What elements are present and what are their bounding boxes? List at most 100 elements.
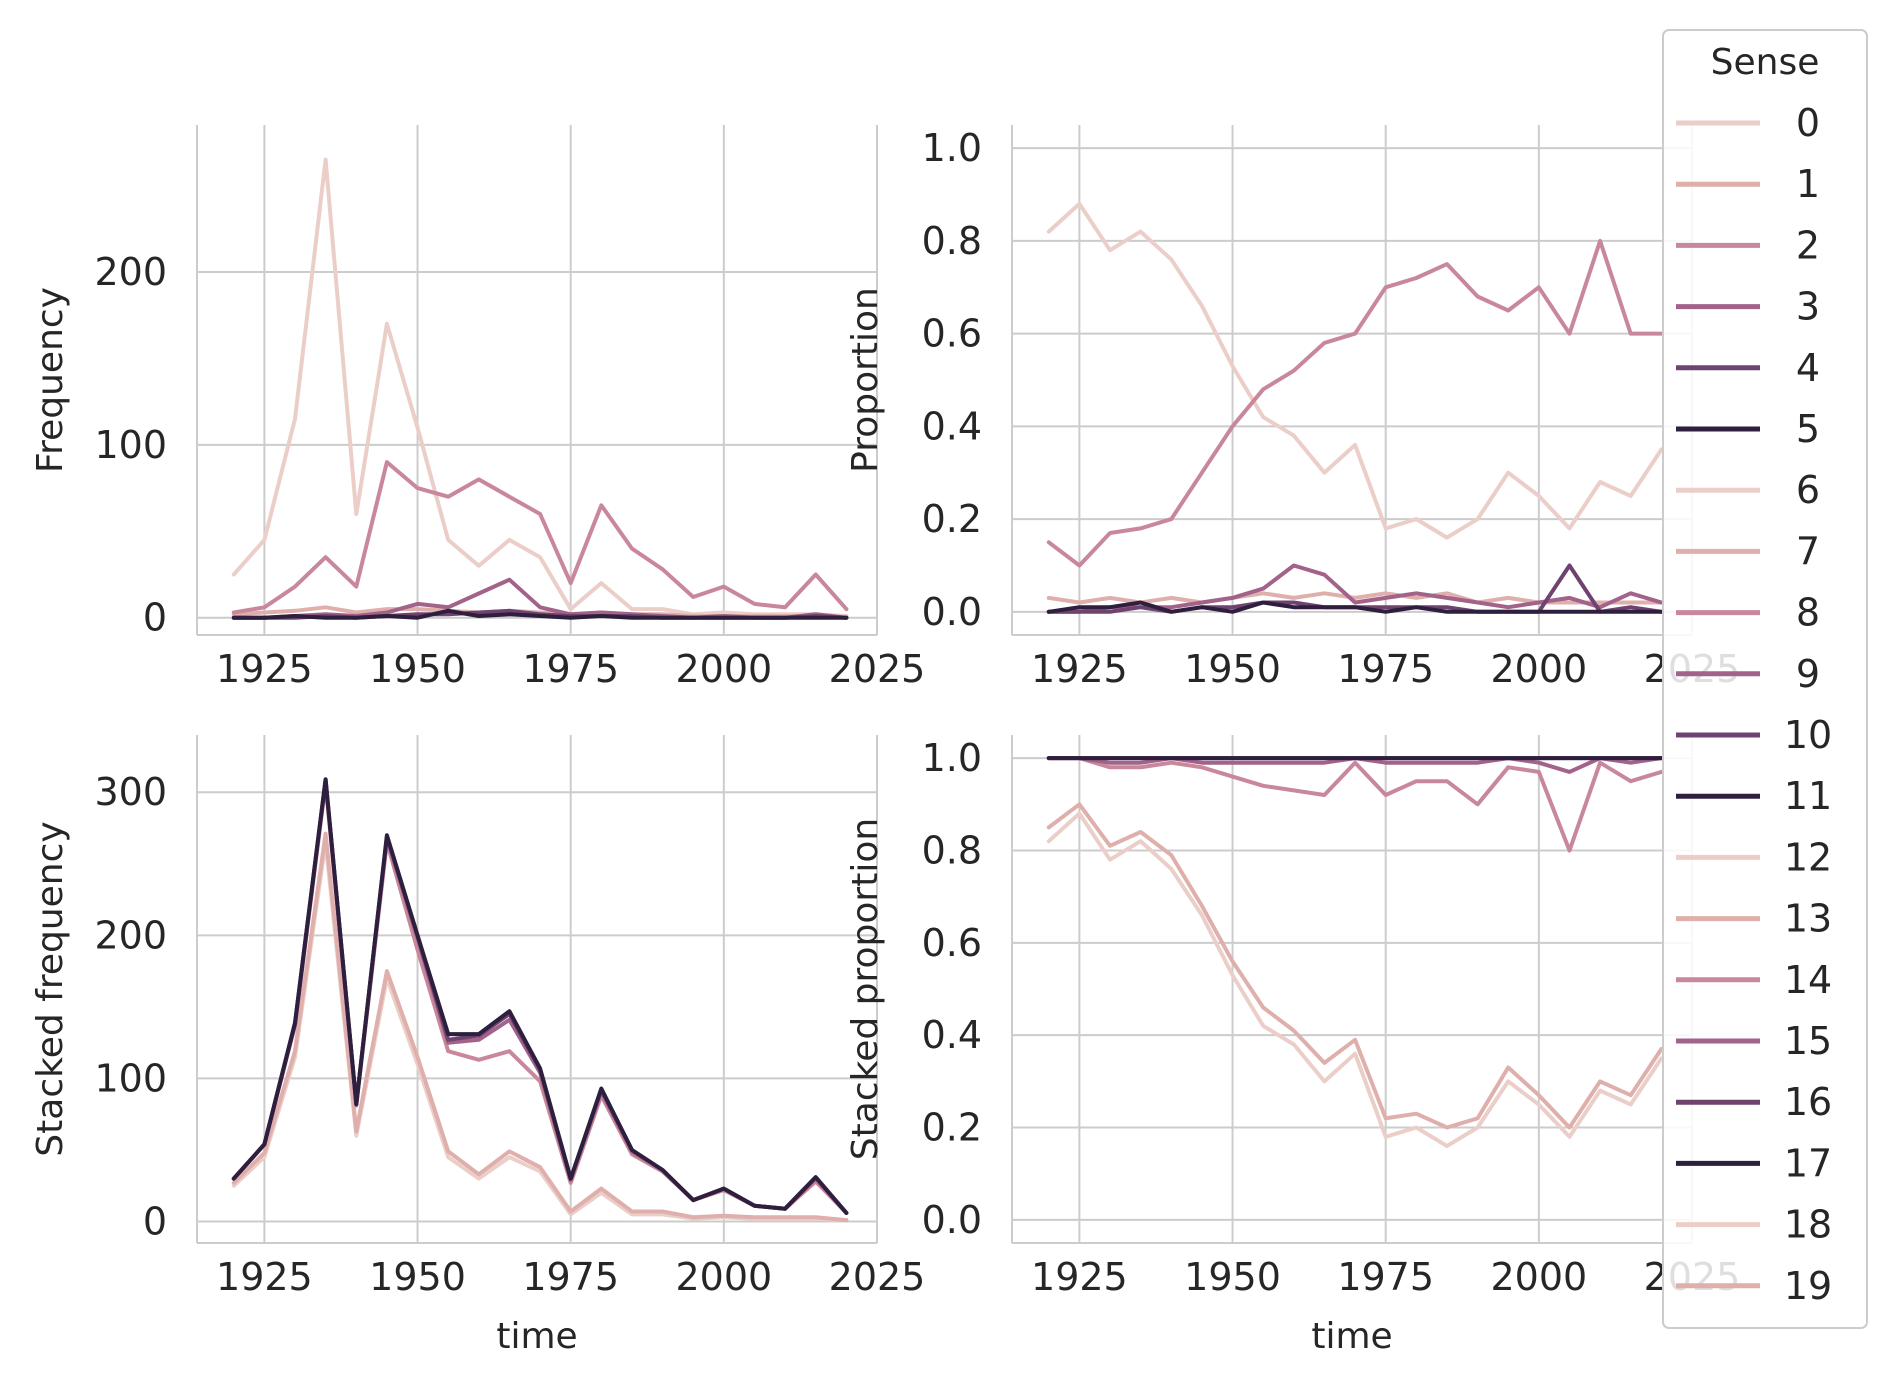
series-line-0 <box>231 157 849 618</box>
legend-item: 13 <box>1676 897 1832 941</box>
x-tick-label: 2025 <box>829 1255 926 1299</box>
x-tick-label: 1950 <box>1184 647 1281 691</box>
x-tick-label: 1975 <box>1337 647 1434 691</box>
x-tick-label: 1950 <box>1184 1255 1281 1299</box>
y-tick-label: 1.0 <box>922 126 982 170</box>
legend-label: 8 <box>1796 591 1820 635</box>
series-line-5 <box>231 777 849 1215</box>
y-tick-label: 0.0 <box>922 1198 982 1242</box>
y-tick-label: 200 <box>94 250 167 294</box>
y-axis-label: Stacked frequency <box>30 821 71 1156</box>
y-axis-label: Proportion <box>845 287 886 473</box>
y-tick-label: 0.2 <box>922 1106 982 1150</box>
y-axis-label: Stacked proportion <box>845 818 886 1160</box>
y-tick-label: 300 <box>94 770 167 814</box>
chart-panels: 1925 1950 1975 2000 2025 0 100 200 Frequency 1925… <box>30 125 1740 1357</box>
legend-label: 14 <box>1784 958 1832 1002</box>
series-line-0 <box>1046 201 1664 540</box>
legend-item: 16 <box>1676 1080 1832 1124</box>
y-tick-label: 0.6 <box>922 312 982 356</box>
series-line-5 <box>1046 600 1664 614</box>
legend-label: 16 <box>1784 1080 1832 1124</box>
legend-item: 4 <box>1676 346 1820 390</box>
legend-label: 15 <box>1784 1019 1832 1063</box>
panel-top-right: 192519501975200020250.00.20.40.60.81.0Pr… <box>845 125 1740 691</box>
legend-item: 5 <box>1676 407 1820 451</box>
legend-item: 2 <box>1676 223 1820 267</box>
series-line-5 <box>231 608 849 620</box>
legend-title: Sense <box>1711 42 1820 83</box>
y-tick-label: 0.4 <box>922 1013 982 1057</box>
panel-bottom-left: 1925 1950 1975 2000 2025 0 100 200 300 Stacked fr… <box>30 735 925 1357</box>
x-tick-label: 2000 <box>675 1255 772 1299</box>
panel-bottom-right: 192519501975200020250.00.20.40.60.81.0St… <box>845 735 1740 1357</box>
series-line-1 <box>1046 802 1664 1130</box>
y-axis-label: Frequency <box>30 287 71 473</box>
legend-item: 10 <box>1676 713 1832 757</box>
x-tick-label: 2000 <box>675 647 772 691</box>
legend-label: 9 <box>1796 652 1820 696</box>
legend-item: 12 <box>1676 835 1832 879</box>
legend-item: 3 <box>1676 285 1820 329</box>
series-line-2 <box>1046 238 1664 568</box>
x-tick-label: 1975 <box>1337 1255 1434 1299</box>
y-tick-label: 0.4 <box>922 404 982 448</box>
legend-label: 19 <box>1784 1264 1832 1308</box>
legend-label: 18 <box>1784 1203 1832 1247</box>
y-tick-label: 0.8 <box>922 828 982 872</box>
legend-label: 11 <box>1784 774 1832 818</box>
legend-item: 6 <box>1676 468 1820 512</box>
x-tick-label: 2025 <box>829 647 926 691</box>
x-tick-label: 2000 <box>1490 647 1587 691</box>
legend-label: 3 <box>1796 285 1820 329</box>
legend-label: 6 <box>1796 468 1820 512</box>
legend-item: 14 <box>1676 958 1832 1002</box>
x-tick-label: 1925 <box>1031 647 1128 691</box>
legend-item: 9 <box>1676 652 1820 696</box>
y-tick-label: 100 <box>94 1056 167 1100</box>
legend-label: 12 <box>1784 835 1832 879</box>
series-line-2 <box>231 460 849 615</box>
legend-label: 2 <box>1796 223 1820 267</box>
legend-label: 4 <box>1796 346 1820 390</box>
y-tick-label: 0 <box>143 596 167 640</box>
series-line-4 <box>1046 563 1664 614</box>
y-tick-label: 0.6 <box>922 921 982 965</box>
x-axis-label: time <box>1311 1316 1392 1357</box>
series-line-0 <box>231 840 849 1223</box>
y-tick-label: 1.0 <box>922 736 982 780</box>
x-tick-label: 1925 <box>216 1255 313 1299</box>
x-tick-label: 1975 <box>522 1255 619 1299</box>
legend-item: 19 <box>1676 1264 1832 1308</box>
legend-item: 18 <box>1676 1203 1832 1247</box>
x-tick-label: 1925 <box>216 647 313 691</box>
x-tick-label: 1950 <box>369 647 466 691</box>
legend-label: 0 <box>1796 101 1820 145</box>
panel-top-left: 1925 1950 1975 2000 2025 0 100 200 Frequency <box>30 125 925 691</box>
legend-item: 1 <box>1676 162 1820 206</box>
legend-label: 1 <box>1796 162 1820 206</box>
x-tick-label: 1925 <box>1031 1255 1128 1299</box>
x-tick-label: 2000 <box>1490 1255 1587 1299</box>
y-tick-label: 0.2 <box>922 497 982 541</box>
legend-item: 7 <box>1676 529 1820 573</box>
x-axis-label: time <box>496 1316 577 1357</box>
legend-frame <box>1662 29 1868 1329</box>
series-line-1 <box>231 831 849 1223</box>
legend-item: 15 <box>1676 1019 1832 1063</box>
series-line-0 <box>1046 811 1664 1148</box>
legend-label: 7 <box>1796 529 1820 573</box>
y-tick-label: 0 <box>143 1200 167 1244</box>
legend-item: 0 <box>1676 101 1820 145</box>
y-tick-label: 0.8 <box>922 219 982 263</box>
legend-label: 13 <box>1784 897 1832 941</box>
series-line-3 <box>1046 563 1664 614</box>
series-line-1 <box>1046 591 1664 605</box>
legend-item: 11 <box>1676 774 1832 818</box>
series-line-2 <box>1046 756 1664 853</box>
legend-item: 17 <box>1676 1141 1832 1185</box>
x-tick-label: 1950 <box>369 1255 466 1299</box>
y-tick-label: 0.0 <box>922 590 982 634</box>
